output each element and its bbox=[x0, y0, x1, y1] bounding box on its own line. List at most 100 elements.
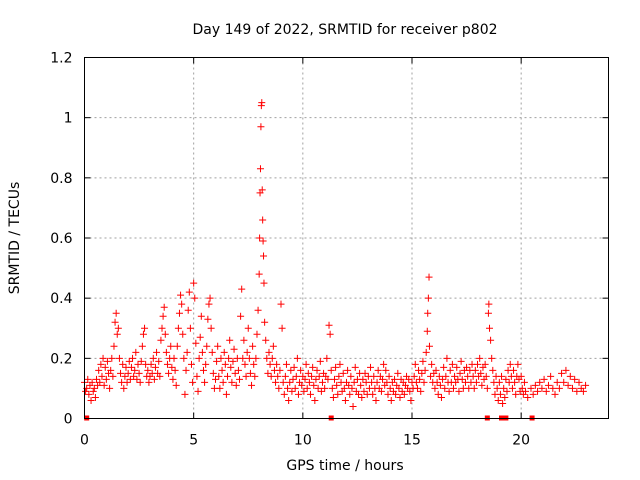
data-point bbox=[425, 273, 433, 281]
data-point bbox=[277, 300, 285, 308]
data-point bbox=[121, 372, 129, 380]
data-point bbox=[149, 354, 157, 362]
data-point bbox=[134, 360, 142, 368]
data-point bbox=[357, 381, 365, 389]
data-point bbox=[494, 396, 502, 404]
data-point bbox=[455, 387, 463, 395]
grid-lines bbox=[84, 57, 609, 419]
data-point bbox=[351, 363, 359, 371]
data-point bbox=[266, 360, 274, 368]
data-point bbox=[347, 372, 355, 380]
data-point bbox=[495, 378, 503, 386]
data-point bbox=[284, 384, 292, 392]
data-point bbox=[305, 378, 313, 386]
data-point bbox=[254, 306, 262, 314]
data-point bbox=[197, 312, 205, 320]
data-point bbox=[180, 354, 188, 362]
data-point bbox=[568, 384, 576, 392]
data-point bbox=[138, 342, 146, 350]
data-point bbox=[575, 378, 583, 386]
data-point bbox=[90, 384, 98, 392]
data-point bbox=[258, 99, 266, 107]
data-point bbox=[208, 348, 216, 356]
data-point bbox=[453, 363, 461, 371]
data-point bbox=[443, 354, 451, 362]
data-point bbox=[245, 354, 253, 362]
data-point bbox=[220, 348, 228, 356]
data-point bbox=[226, 336, 234, 344]
data-point bbox=[114, 324, 122, 332]
data-point bbox=[221, 360, 229, 368]
x-tick-label: 5 bbox=[189, 433, 198, 449]
data-point bbox=[179, 330, 187, 338]
y-tick-label: 1 bbox=[64, 111, 73, 127]
data-point bbox=[230, 345, 238, 353]
y-tick-label: 0.8 bbox=[50, 171, 72, 187]
data-point bbox=[514, 360, 522, 368]
data-point bbox=[258, 186, 266, 194]
data-point bbox=[355, 390, 363, 398]
data-point bbox=[441, 384, 449, 392]
data-point bbox=[344, 366, 352, 374]
data-point bbox=[334, 390, 342, 398]
data-point bbox=[345, 381, 353, 389]
data-point bbox=[400, 390, 408, 398]
data-point bbox=[428, 360, 436, 368]
data-point bbox=[273, 360, 281, 368]
data-point bbox=[472, 378, 480, 386]
data-point bbox=[335, 372, 343, 380]
data-point bbox=[339, 369, 347, 377]
data-point bbox=[323, 354, 331, 362]
data-point bbox=[167, 342, 175, 350]
data-point bbox=[290, 363, 298, 371]
data-point bbox=[579, 387, 587, 395]
data-point bbox=[571, 375, 579, 383]
data-point bbox=[478, 381, 486, 389]
data-point bbox=[159, 312, 167, 320]
data-point bbox=[96, 378, 104, 386]
data-point bbox=[160, 303, 168, 311]
data-point bbox=[407, 396, 415, 404]
data-point bbox=[202, 360, 210, 368]
data-point bbox=[91, 393, 99, 401]
data-point bbox=[436, 381, 444, 389]
data-point bbox=[411, 360, 419, 368]
data-point bbox=[517, 372, 525, 380]
data-point bbox=[240, 336, 248, 344]
data-point bbox=[109, 372, 117, 380]
data-point bbox=[108, 354, 116, 362]
data-point bbox=[457, 357, 465, 365]
data-point bbox=[97, 360, 105, 368]
data-point bbox=[259, 216, 267, 224]
data-point bbox=[130, 372, 138, 380]
data-point bbox=[317, 387, 325, 395]
data-point bbox=[325, 321, 333, 329]
data-point bbox=[293, 354, 301, 362]
data-point bbox=[336, 360, 344, 368]
data-point bbox=[185, 288, 193, 296]
data-point bbox=[125, 357, 133, 365]
data-points bbox=[81, 99, 590, 421]
data-point bbox=[147, 360, 155, 368]
data-point bbox=[379, 375, 387, 383]
data-point bbox=[313, 366, 321, 374]
data-point bbox=[456, 369, 464, 377]
data-point bbox=[256, 165, 264, 173]
data-point bbox=[416, 375, 424, 383]
data-point bbox=[496, 390, 504, 398]
data-point bbox=[101, 363, 109, 371]
data-point bbox=[434, 390, 442, 398]
data-point bbox=[489, 366, 497, 374]
data-point bbox=[306, 390, 314, 398]
data-point bbox=[191, 294, 199, 302]
data-point bbox=[301, 375, 309, 383]
data-point bbox=[151, 363, 159, 371]
data-point bbox=[88, 378, 96, 386]
data-point bbox=[204, 315, 212, 323]
data-point bbox=[324, 375, 332, 383]
data-point bbox=[190, 279, 198, 287]
data-point bbox=[289, 375, 297, 383]
data-point bbox=[110, 342, 118, 350]
y-tick-label: 1.2 bbox=[50, 51, 72, 67]
data-point bbox=[422, 348, 430, 356]
